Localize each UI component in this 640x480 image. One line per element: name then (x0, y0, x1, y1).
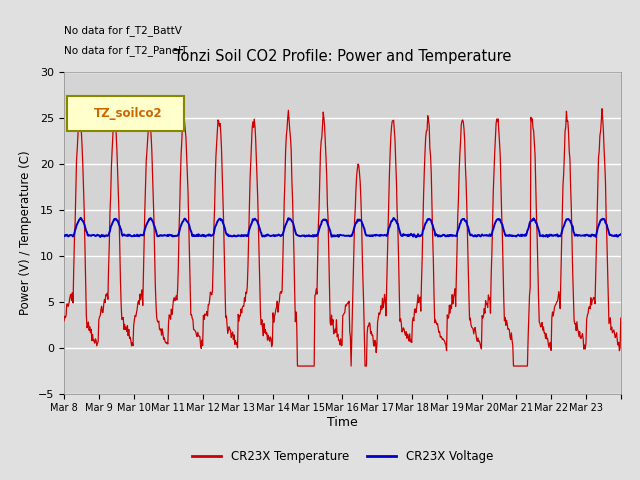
Title: Tonzi Soil CO2 Profile: Power and Temperature: Tonzi Soil CO2 Profile: Power and Temper… (173, 49, 511, 64)
Legend: CR23X Temperature, CR23X Voltage: CR23X Temperature, CR23X Voltage (187, 445, 498, 468)
Text: No data for f_T2_BattV: No data for f_T2_BattV (64, 25, 182, 36)
Text: No data for f_T2_PanelT: No data for f_T2_PanelT (64, 45, 188, 56)
Y-axis label: Power (V) / Temperature (C): Power (V) / Temperature (C) (19, 151, 33, 315)
X-axis label: Time: Time (327, 416, 358, 429)
Text: TZ_soilco2: TZ_soilco2 (93, 108, 163, 120)
FancyBboxPatch shape (67, 96, 184, 132)
